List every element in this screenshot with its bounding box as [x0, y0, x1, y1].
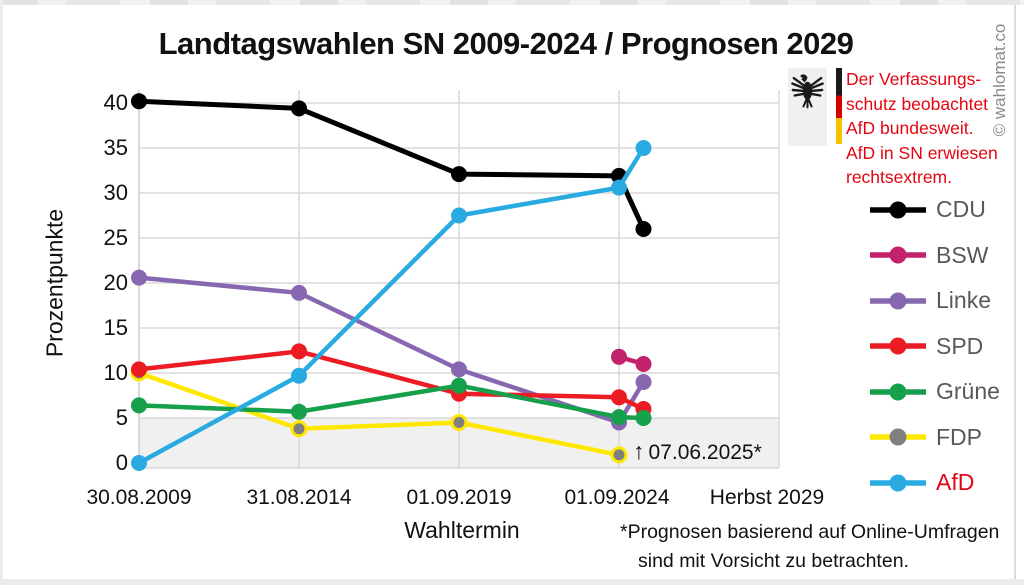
- y-tick-40: 40: [103, 90, 128, 115]
- data-point-BSW-1: [635, 356, 652, 372]
- legend-label-Linke: Linke: [936, 287, 991, 314]
- legend-label-Grüne: Grüne: [936, 378, 1000, 405]
- data-point-Linke-4: [635, 374, 652, 390]
- legend: CDU BSW Linke SPD Grüne FDP AfD: [869, 187, 1015, 506]
- data-point-Grüne-1: [291, 403, 307, 420]
- data-point-AfD-0: [131, 455, 147, 471]
- window-top-edge: [0, 0, 1024, 5]
- legend-marker-Linke: [870, 292, 926, 310]
- data-point-CDU-0: [131, 93, 147, 110]
- data-point-BSW-0: [611, 348, 627, 365]
- x-axis-title: Wahltermin: [404, 517, 520, 543]
- federal-eagle-icon: [791, 74, 824, 109]
- data-point-CDU-2: [451, 166, 467, 183]
- legend-marker-BSW: [870, 246, 926, 264]
- legend-item-Linke: Linke: [869, 278, 1015, 324]
- y-tick-5: 5: [115, 405, 128, 430]
- x-tick-2009: 30.08.2009: [86, 486, 192, 509]
- legend-marker-FDP: [870, 428, 926, 446]
- data-point-SPD-3: [611, 389, 627, 406]
- data-point-CDU-4: [635, 221, 652, 237]
- footnote-line-1: *Prognosen basierend auf Online-Umfragen: [620, 521, 1000, 543]
- data-point-Linke-1: [291, 284, 307, 301]
- x-tick-2029: Herbst 2029: [709, 486, 825, 509]
- chart-title: Landtagswahlen SN 2009-2024 / Prognosen …: [158, 26, 854, 61]
- window-left-edge: [0, 0, 3, 585]
- data-point-Grüne-3: [611, 409, 627, 426]
- y-tick-25: 25: [103, 225, 128, 250]
- data-point-FDP-2: [450, 414, 468, 431]
- data-point-FDP-3: [610, 446, 628, 464]
- data-point-Grüne-0: [131, 397, 147, 414]
- y-tick-15: 15: [103, 315, 128, 340]
- data-point-Linke-2: [451, 361, 467, 378]
- legend-label-AfD: AfD: [936, 469, 975, 496]
- warning-line-4: AfD in SN erwiesen: [846, 142, 998, 163]
- window-bottom-edge: [0, 579, 1024, 585]
- federal-eagle-badge: [788, 68, 827, 146]
- window-right-edge: [1014, 5, 1016, 579]
- series-line-Grüne: [138, 383, 644, 421]
- legend-marker-CDU: [870, 201, 926, 219]
- y-tick-10: 10: [103, 360, 128, 385]
- data-point-CDU-1: [291, 100, 307, 117]
- data-point-AfD-1: [291, 367, 307, 384]
- footnote-line-2: sind mit Vorsicht zu betrachten.: [638, 550, 909, 572]
- warning-line-2: schutz beobachtet: [846, 93, 989, 114]
- legend-item-AfD: AfD: [869, 460, 1015, 506]
- x-tick-2019: 01.09.2019: [406, 486, 512, 509]
- german-flag-stripe: [836, 68, 842, 144]
- legend-item-SPD: SPD: [869, 324, 1015, 370]
- warning-text: Der Verfassungs-schutz beobachtet AfD bun…: [846, 67, 1006, 190]
- warning-line-5: rechtsextrem.: [846, 167, 952, 187]
- series-line-FDP: [138, 370, 620, 458]
- y-tick-30: 30: [103, 180, 128, 205]
- up-arrow-icon: ↑: [633, 438, 645, 464]
- legend-item-FDP: FDP: [869, 415, 1015, 461]
- data-point-FDP-1: [290, 420, 308, 438]
- prognosis-date-annotation: ↑ 07.06.2025*: [633, 438, 762, 465]
- legend-marker-SPD: [870, 337, 926, 355]
- x-tick-2014: 31.08.2014: [246, 486, 352, 509]
- legend-label-BSW: BSW: [936, 241, 989, 268]
- data-point-Linke-0: [131, 269, 147, 286]
- y-tick-35: 35: [103, 135, 128, 160]
- legend-item-Grüne: Grüne: [869, 369, 1015, 415]
- legend-label-FDP: FDP: [936, 423, 982, 450]
- legend-label-SPD: SPD: [936, 332, 984, 359]
- data-point-SPD-1: [291, 343, 307, 360]
- prognosis-date-label: 07.06.2025*: [648, 441, 762, 464]
- footnote: *Prognosen basierend auf Online-Umfragen…: [620, 518, 999, 576]
- watermark: © wahlomat.co: [990, 23, 1009, 137]
- warning-line-1: Der Verfassungs-: [846, 69, 982, 89]
- x-tick-2024: 01.09.2024: [564, 486, 670, 509]
- data-point-Grüne-4: [635, 410, 652, 426]
- y-tick-0: 0: [115, 450, 128, 475]
- legend-label-CDU: CDU: [936, 196, 986, 223]
- legend-item-BSW: BSW: [869, 233, 1015, 279]
- legend-marker-AfD: [870, 474, 926, 492]
- warning-line-3: AfD bundesweit.: [846, 118, 974, 138]
- legend-item-CDU: CDU: [869, 187, 1015, 233]
- series-line-AfD: [137, 146, 646, 465]
- data-point-AfD-2: [451, 207, 467, 224]
- legend-marker-Grüne: [870, 383, 926, 401]
- data-point-AfD-3: [611, 179, 627, 196]
- series-line-CDU: [138, 98, 646, 231]
- data-point-AfD-4: [635, 140, 652, 156]
- data-point-Grüne-2: [451, 377, 467, 394]
- data-point-SPD-0: [131, 361, 147, 378]
- y-tick-20: 20: [103, 270, 128, 295]
